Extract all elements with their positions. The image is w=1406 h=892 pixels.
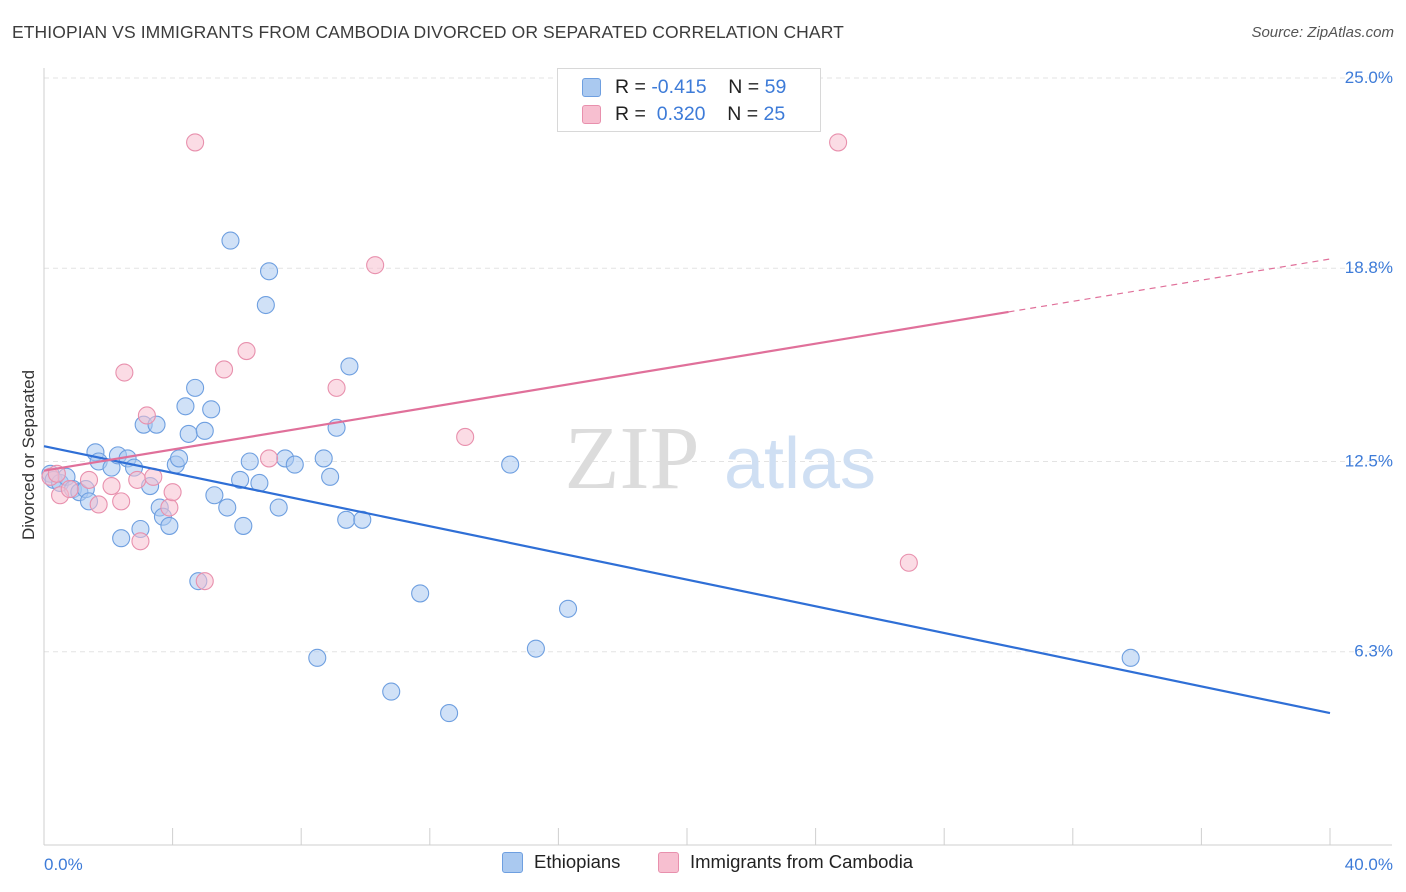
legend-n-value: 25 [763, 102, 786, 125]
legend-row-ethiopians: R = -0.415 N = 59 [582, 75, 786, 99]
trend-lines [43, 258, 1331, 715]
cambodia-point [214, 360, 234, 379]
series-legend-label: Ethiopians [534, 851, 621, 872]
cambodia-trend-extension [1008, 258, 1331, 313]
ethiopians-point [440, 704, 459, 723]
ethiopians-point [186, 378, 205, 397]
ethiopians-point [501, 455, 520, 474]
ethiopians-point [269, 498, 288, 517]
y-tick-label: 12.5% [1345, 452, 1393, 471]
y-axis-label: Divorced or Separated [19, 370, 38, 540]
series-legend: Ethiopians Immigrants from Cambodia [0, 851, 1406, 877]
ethiopians-trend-line [43, 445, 1331, 715]
series-legend-cambodia: Immigrants from Cambodia [658, 851, 913, 873]
ethiopians-point [285, 455, 304, 474]
ethiopians-point [240, 452, 259, 471]
cambodia-point [456, 427, 475, 447]
cambodia-point [79, 470, 99, 489]
cambodia-point [115, 363, 134, 382]
cambodia-point [899, 553, 918, 572]
series-swatch-pink [658, 851, 679, 873]
ethiopians-point [195, 421, 214, 440]
ethiopians-point [337, 510, 356, 529]
cambodia-point [163, 483, 182, 502]
ethiopians-point [411, 584, 430, 603]
cambodia-point [327, 378, 346, 397]
ethiopians-point [234, 516, 253, 535]
legend-swatch-pink [582, 104, 601, 124]
legend-r-label: R = [615, 75, 652, 98]
tick-labels: 6.3% 12.5% 18.8% 25.0% 0.0% 40.0% [44, 68, 1393, 874]
ethiopians-point [308, 648, 327, 667]
ethiopians-point [340, 357, 359, 376]
ethiopians-point [179, 424, 198, 443]
ethiopians-point [558, 599, 578, 618]
cambodia-point [89, 495, 108, 514]
cambodia-point [186, 133, 205, 152]
x-tick-label: 0.0% [44, 855, 83, 874]
legend-n-label: N = [727, 102, 764, 125]
source-label: Source: ZipAtlas.com [1251, 24, 1394, 41]
ethiopians-point [176, 397, 195, 416]
ethiopians-point [160, 516, 179, 535]
cambodia-point [112, 492, 131, 511]
ethiopians-point [218, 498, 237, 517]
cambodia-point [137, 406, 156, 425]
cambodia-point [102, 476, 121, 496]
cambodia-point [60, 480, 79, 499]
legend-row-cambodia: R = 0.320 N = 25 [582, 102, 785, 126]
cambodia-point [195, 572, 214, 591]
cambodia-point [237, 342, 256, 361]
ethiopians-point [526, 639, 545, 658]
watermark-zip: ZIP [565, 409, 700, 508]
ethiopians-point [314, 449, 333, 468]
ethiopians-point [112, 529, 131, 548]
ethiopians-point [259, 262, 279, 281]
cambodia-point [128, 470, 147, 489]
cambodia-point [131, 532, 150, 551]
cambodia-point [366, 256, 385, 275]
ethiopians-point [1121, 648, 1140, 667]
legend-n-label: N = [728, 75, 765, 98]
y-tick-label: 18.8% [1345, 258, 1393, 277]
cambodia-trend-line [43, 310, 1009, 472]
cambodia-point [829, 133, 848, 152]
ethiopians-point [202, 400, 221, 419]
chart-title: ETHIOPIAN VS IMMIGRANTS FROM CAMBODIA DI… [12, 22, 844, 42]
series-swatch-blue [502, 851, 523, 873]
watermark-atlas: atlas [724, 424, 876, 504]
data-points [41, 133, 1140, 723]
legend-n-value: 59 [764, 75, 787, 98]
axes [43, 68, 1392, 846]
series-legend-ethiopians: Ethiopians [502, 851, 620, 873]
ethiopians-point [221, 231, 240, 250]
legend-r-value: 0.320 [651, 102, 706, 125]
cambodia-point [160, 498, 179, 517]
y-tick-label: 25.0% [1345, 68, 1393, 87]
ethiopians-point [321, 467, 340, 486]
cambodia-point [259, 449, 279, 468]
grid [44, 77, 1392, 653]
series-legend-label: Immigrants from Cambodia [690, 851, 914, 872]
y-tick-label: 6.3% [1354, 642, 1393, 661]
ethiopians-point [256, 295, 275, 315]
ethiopians-point [169, 449, 189, 468]
legend-swatch-blue [582, 77, 601, 97]
ethiopians-point [205, 486, 224, 505]
ethiopians-point [382, 682, 401, 701]
legend-r-label: R = [615, 102, 652, 125]
legend-r-value: -0.415 [651, 75, 707, 98]
ethiopians-point [231, 470, 250, 489]
x-tick-label: 40.0% [1345, 855, 1393, 874]
correlation-legend: R = -0.415 N = 59 R = 0.320 N = 25 [557, 68, 821, 132]
watermark: ZIP atlas [565, 409, 877, 508]
